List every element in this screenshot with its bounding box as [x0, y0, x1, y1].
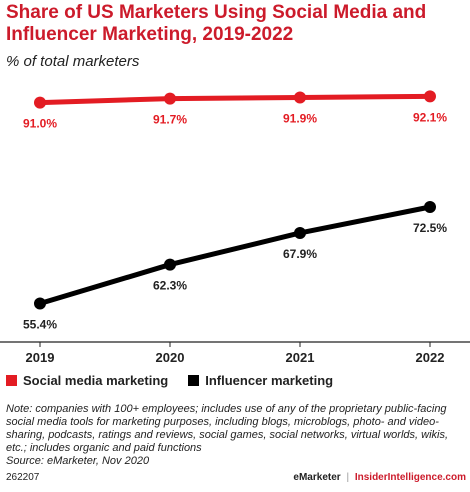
- data-label: 62.3%: [153, 279, 187, 293]
- brand-emarketer: eMarketer: [293, 472, 341, 483]
- x-tick-label: 2021: [286, 350, 315, 365]
- series-line-influencer: [37, 204, 433, 307]
- legend-label-social: Social media marketing: [23, 373, 169, 388]
- chart-subtitle: % of total marketers: [6, 53, 140, 70]
- legend-label-influencer: Influencer marketing: [205, 373, 334, 388]
- source-text: Source: eMarketer, Nov 2020: [6, 455, 150, 467]
- chart-id: 262207: [6, 472, 40, 483]
- footer: 262207 eMarketer | InsiderIntelligence.c…: [6, 472, 466, 483]
- legend-swatch-influencer: [188, 375, 200, 386]
- data-label: 67.9%: [283, 247, 317, 261]
- note-text: Note: companies with 100+ employees; inc…: [6, 403, 449, 454]
- legend-swatch-social: [6, 375, 17, 386]
- data-point: [164, 258, 176, 271]
- x-tick-label: 2019: [26, 350, 55, 365]
- data-label: 91.9%: [283, 111, 317, 125]
- series-line-social: [37, 93, 433, 106]
- brand: eMarketer | InsiderIntelligence.com: [293, 472, 466, 483]
- x-tick-label: 2022: [416, 350, 445, 365]
- data-label: 72.5%: [413, 221, 447, 235]
- data-label: 91.7%: [153, 113, 187, 127]
- data-point: [34, 297, 46, 310]
- data-point: [424, 201, 436, 213]
- data-point: [34, 96, 46, 109]
- chart-note: Note: companies with 100+ employees; inc…: [6, 403, 466, 468]
- legend-item-social: Social media marketing: [6, 373, 168, 388]
- x-tick-label: 2020: [156, 350, 185, 365]
- data-label: 92.1%: [413, 110, 447, 124]
- legend: Social media marketing Influencer market…: [6, 373, 353, 388]
- data-point: [424, 90, 436, 103]
- legend-item-influencer: Influencer marketing: [188, 373, 333, 388]
- data-point: [294, 91, 306, 104]
- brand-separator: |: [346, 472, 350, 483]
- data-point: [164, 92, 176, 105]
- brand-insider: InsiderIntelligence.com: [354, 472, 466, 483]
- data-point: [294, 226, 306, 239]
- chart-title: Share of US Marketers Using Social Media…: [6, 2, 427, 45]
- data-label: 55.4%: [23, 318, 57, 332]
- data-label: 91.0%: [23, 117, 57, 131]
- line-chart: 2019 2020 2021 2022 91.0% 91.7% 91.9% 92.1% 55.4…: [0, 90, 470, 365]
